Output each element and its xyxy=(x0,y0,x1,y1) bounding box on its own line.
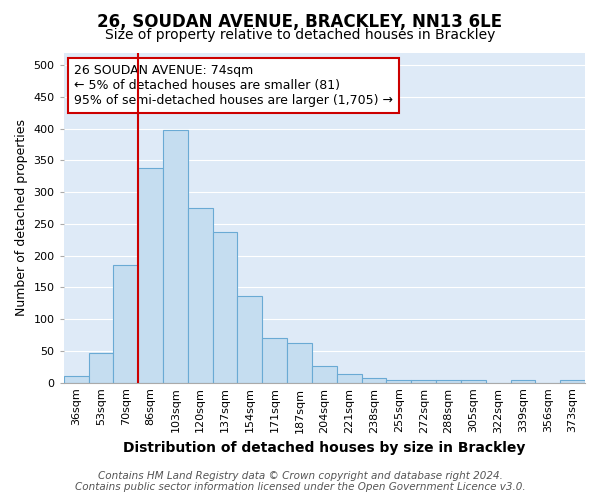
Bar xyxy=(262,338,287,382)
Bar xyxy=(287,342,312,382)
Bar xyxy=(386,380,411,382)
Text: Contains HM Land Registry data © Crown copyright and database right 2024.
Contai: Contains HM Land Registry data © Crown c… xyxy=(74,471,526,492)
Bar xyxy=(238,296,262,382)
Bar xyxy=(163,130,188,382)
Bar xyxy=(138,168,163,382)
Bar xyxy=(511,380,535,382)
Bar xyxy=(188,208,212,382)
Text: Size of property relative to detached houses in Brackley: Size of property relative to detached ho… xyxy=(105,28,495,42)
Text: 26, SOUDAN AVENUE, BRACKLEY, NN13 6LE: 26, SOUDAN AVENUE, BRACKLEY, NN13 6LE xyxy=(97,12,503,30)
Y-axis label: Number of detached properties: Number of detached properties xyxy=(15,119,28,316)
Bar xyxy=(362,378,386,382)
Bar xyxy=(560,380,585,382)
Bar xyxy=(113,265,138,382)
Bar xyxy=(461,380,486,382)
Bar xyxy=(411,380,436,382)
Bar xyxy=(212,232,238,382)
Bar xyxy=(436,380,461,382)
Bar xyxy=(337,374,362,382)
Bar xyxy=(89,353,113,382)
Bar xyxy=(64,376,89,382)
Text: 26 SOUDAN AVENUE: 74sqm
← 5% of detached houses are smaller (81)
95% of semi-det: 26 SOUDAN AVENUE: 74sqm ← 5% of detached… xyxy=(74,64,393,107)
Bar xyxy=(312,366,337,382)
X-axis label: Distribution of detached houses by size in Brackley: Distribution of detached houses by size … xyxy=(123,441,526,455)
